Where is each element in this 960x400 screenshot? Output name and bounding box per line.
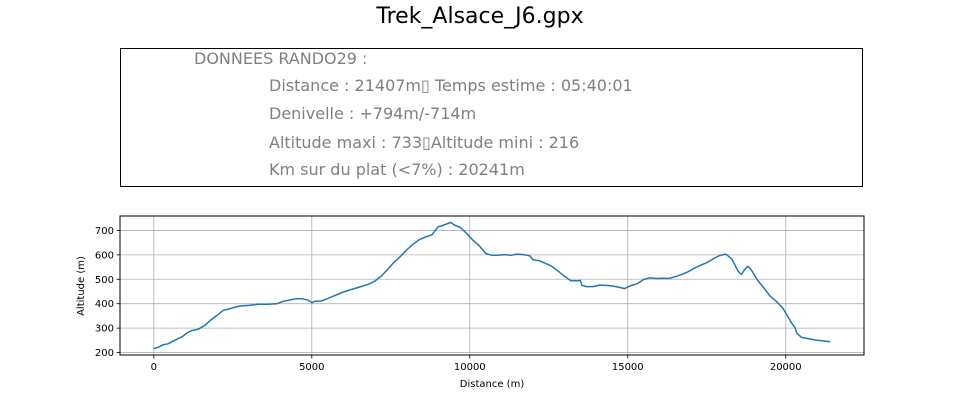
y-tick-label: 700 [95,226,114,237]
info-distance-time: Distance : 21407m▯ Temps estime : 05:40:… [269,76,633,95]
x-tick-label: 15000 [612,362,644,373]
figure-title: Trek_Alsace_J6.gpx [376,4,584,29]
x-tick-label: 5000 [299,362,324,373]
y-tick-label: 200 [95,348,114,359]
series-layer [153,221,831,350]
info-altitude-range: Altitude maxi : 733▯Altitude mini : 216 [269,133,580,152]
info-flat-distance: Km sur du plat (<7%) : 20241m [269,160,525,179]
tick-layer: 0 5000 10000 15000 20000 200 300 400 500 600 700 [95,226,802,373]
info-box: DONNEES RANDO29 : Distance : 21407m▯ Tem… [120,48,863,187]
altitude-line [153,221,831,350]
y-tick-label: 600 [95,250,114,261]
info-header: DONNEES RANDO29 : [194,49,368,68]
x-tick-label: 10000 [454,362,486,373]
y-tick-label: 300 [95,324,114,335]
plot-frame [119,215,865,356]
grid [120,216,864,355]
info-elevation-gain: Denivelle : +794m/-714m [269,104,477,123]
y-axis-label: Altitude (m) [76,256,87,316]
x-tick-label: 0 [151,362,157,373]
x-axis-label: Distance (m) [460,379,525,390]
y-tick-label: 500 [95,275,114,286]
x-tick-label: 20000 [770,362,802,373]
y-tick-label: 400 [95,299,114,310]
